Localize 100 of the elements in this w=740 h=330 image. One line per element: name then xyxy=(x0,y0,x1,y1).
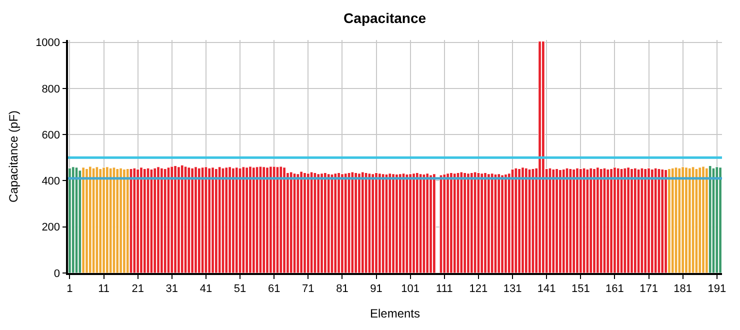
chart-title: Capacitance xyxy=(344,10,426,26)
bar xyxy=(245,167,249,273)
bar xyxy=(82,167,86,273)
bar xyxy=(112,167,116,273)
bar xyxy=(702,166,706,273)
x-tick-label: 21 xyxy=(132,282,144,295)
bar xyxy=(139,167,143,273)
bar xyxy=(442,174,446,273)
x-tick-label: 151 xyxy=(571,282,590,295)
bar xyxy=(204,166,208,273)
bar xyxy=(647,168,651,273)
y-tick-label: 400 xyxy=(42,176,60,188)
bar xyxy=(371,174,375,273)
bar xyxy=(184,166,188,273)
bar xyxy=(520,167,524,273)
bar xyxy=(166,167,170,273)
bar xyxy=(368,173,372,273)
bar xyxy=(402,173,406,273)
x-tick-label: 91 xyxy=(370,282,382,295)
x-tick-label: 131 xyxy=(503,282,522,295)
bar xyxy=(586,168,590,273)
bar xyxy=(484,172,488,273)
bar xyxy=(524,168,528,273)
x-tick-label: 1 xyxy=(66,282,73,295)
bar xyxy=(330,174,334,273)
bar xyxy=(644,168,648,273)
bar xyxy=(392,174,396,273)
x-tick-label: 111 xyxy=(436,282,453,295)
bar xyxy=(408,174,412,273)
bar xyxy=(538,40,542,273)
bar xyxy=(268,166,272,273)
x-axis-title: Elements xyxy=(370,306,420,320)
bar xyxy=(426,173,430,273)
bar xyxy=(606,168,610,273)
bar xyxy=(316,174,320,273)
x-tick-label: 141 xyxy=(537,282,556,295)
bar xyxy=(681,166,685,273)
bar xyxy=(415,172,419,273)
bar xyxy=(292,173,296,273)
bar xyxy=(98,168,102,273)
bar xyxy=(105,166,109,273)
bar xyxy=(514,168,518,273)
x-tick-label: 121 xyxy=(469,282,488,295)
bar xyxy=(589,168,593,273)
x-tick-label: 71 xyxy=(302,282,314,295)
bar xyxy=(626,167,630,273)
bar xyxy=(378,173,382,273)
x-tick-label: 161 xyxy=(606,282,624,295)
bar xyxy=(572,168,576,273)
bar xyxy=(102,167,106,273)
bar xyxy=(552,168,556,273)
bar xyxy=(664,169,668,273)
bar xyxy=(715,166,719,273)
bar xyxy=(347,172,351,273)
y-tick-label: 800 xyxy=(42,83,60,96)
x-tick-label: 61 xyxy=(268,282,280,295)
bar xyxy=(384,174,388,273)
bar xyxy=(602,168,606,273)
bar xyxy=(476,172,480,273)
bar xyxy=(170,166,174,273)
bar xyxy=(176,166,180,273)
y-axis-title: Capacitance (pF) xyxy=(6,110,20,203)
bar xyxy=(460,172,464,273)
bar xyxy=(612,167,616,273)
bar xyxy=(610,168,614,273)
bar xyxy=(657,168,661,273)
bar xyxy=(650,168,654,273)
bar xyxy=(494,174,498,273)
bar xyxy=(541,40,545,273)
bar xyxy=(258,166,262,273)
bar xyxy=(558,169,562,273)
bar xyxy=(116,168,120,273)
bar xyxy=(300,171,304,273)
bar xyxy=(422,174,426,273)
bar xyxy=(174,165,178,273)
bar xyxy=(306,173,310,273)
bar xyxy=(302,172,306,273)
y-tick-label: 0 xyxy=(54,268,60,280)
x-tick-label: 191 xyxy=(708,282,726,295)
bar xyxy=(323,172,327,273)
bar xyxy=(214,168,218,273)
bar xyxy=(578,168,582,273)
bar xyxy=(623,168,627,273)
bar xyxy=(95,166,99,273)
bar xyxy=(242,166,246,273)
bar xyxy=(486,174,490,273)
bar xyxy=(84,168,88,273)
bar xyxy=(360,172,364,273)
bar xyxy=(596,167,600,273)
bar xyxy=(68,168,72,273)
bar xyxy=(688,168,692,273)
bar xyxy=(394,174,398,273)
bar xyxy=(518,168,522,273)
bar xyxy=(429,174,433,273)
bar xyxy=(405,174,409,273)
bar xyxy=(446,173,450,273)
bar xyxy=(510,168,514,273)
bar xyxy=(480,173,484,273)
bar xyxy=(197,168,201,273)
bar xyxy=(412,173,416,273)
